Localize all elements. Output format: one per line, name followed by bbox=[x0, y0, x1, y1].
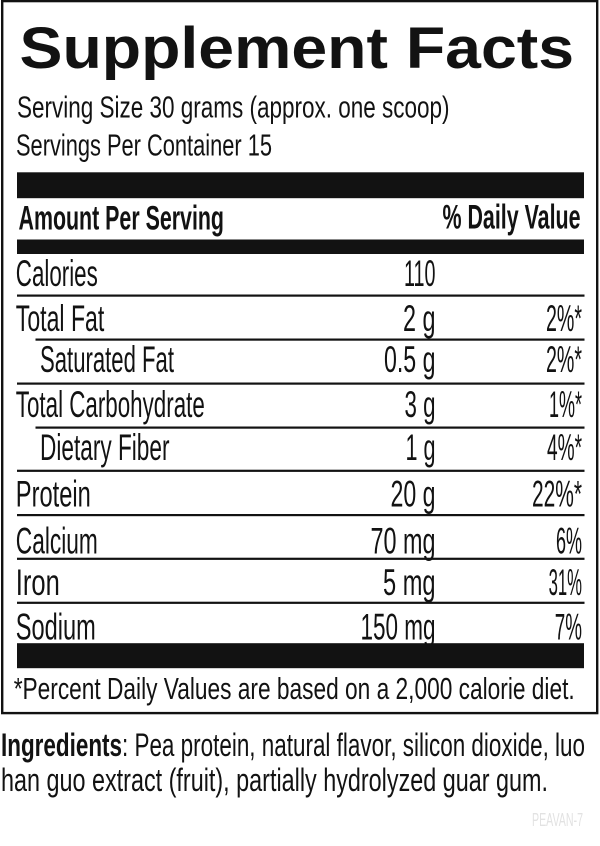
svg-text:2%*: 2%* bbox=[546, 298, 582, 339]
svg-text:Protein: Protein bbox=[16, 474, 91, 515]
svg-text:6%: 6% bbox=[556, 520, 582, 561]
svg-text:% Daily Value: % Daily Value bbox=[443, 199, 581, 237]
svg-text:Saturated Fat: Saturated Fat bbox=[40, 339, 174, 380]
svg-text:Servings Per Container 15: Servings Per Container 15 bbox=[16, 128, 272, 163]
svg-text:3 g: 3 g bbox=[405, 384, 436, 425]
svg-text:Iron: Iron bbox=[16, 562, 60, 603]
svg-text:5 mg: 5 mg bbox=[383, 562, 436, 603]
svg-text:1 g: 1 g bbox=[406, 427, 436, 468]
svg-text:22%*: 22%* bbox=[532, 474, 582, 515]
svg-text:1%*: 1%* bbox=[549, 384, 582, 425]
svg-text:Sodium: Sodium bbox=[16, 606, 96, 647]
svg-text:20 g: 20 g bbox=[391, 474, 436, 515]
svg-text:2 g: 2 g bbox=[403, 298, 436, 339]
svg-text:70 mg: 70 mg bbox=[371, 520, 436, 561]
svg-text:Dietary Fiber: Dietary Fiber bbox=[40, 427, 170, 468]
svg-text:Total Fat: Total Fat bbox=[16, 298, 105, 339]
svg-text:Calcium: Calcium bbox=[16, 520, 98, 561]
svg-text:2%*: 2%* bbox=[546, 339, 582, 380]
svg-text:7%: 7% bbox=[555, 606, 582, 647]
svg-text:0.5 g: 0.5 g bbox=[384, 339, 436, 380]
svg-text:150 mg: 150 mg bbox=[361, 606, 436, 647]
svg-text:4%*: 4%* bbox=[547, 427, 582, 468]
svg-text:Amount Per Serving: Amount Per Serving bbox=[19, 199, 225, 237]
svg-text:Serving Size 30 grams (approx.: Serving Size 30 grams (approx. one scoop… bbox=[17, 90, 450, 125]
svg-text:Ingredients: Pea protein, natu: Ingredients: Pea protein, natural flavor… bbox=[1, 727, 585, 763]
svg-text:PEAVAN-7: PEAVAN-7 bbox=[532, 810, 583, 830]
svg-text:110: 110 bbox=[404, 253, 436, 294]
svg-text:Supplement Facts: Supplement Facts bbox=[20, 16, 575, 81]
svg-text:Calories: Calories bbox=[16, 253, 98, 294]
svg-text:han guo extract (fruit), parti: han guo extract (fruit), partially hydro… bbox=[1, 762, 548, 798]
svg-text:*Percent Daily Values are base: *Percent Daily Values are based on a 2,0… bbox=[14, 671, 575, 706]
svg-text:31%: 31% bbox=[549, 562, 582, 603]
svg-text:Total Carbohydrate: Total Carbohydrate bbox=[16, 384, 205, 425]
